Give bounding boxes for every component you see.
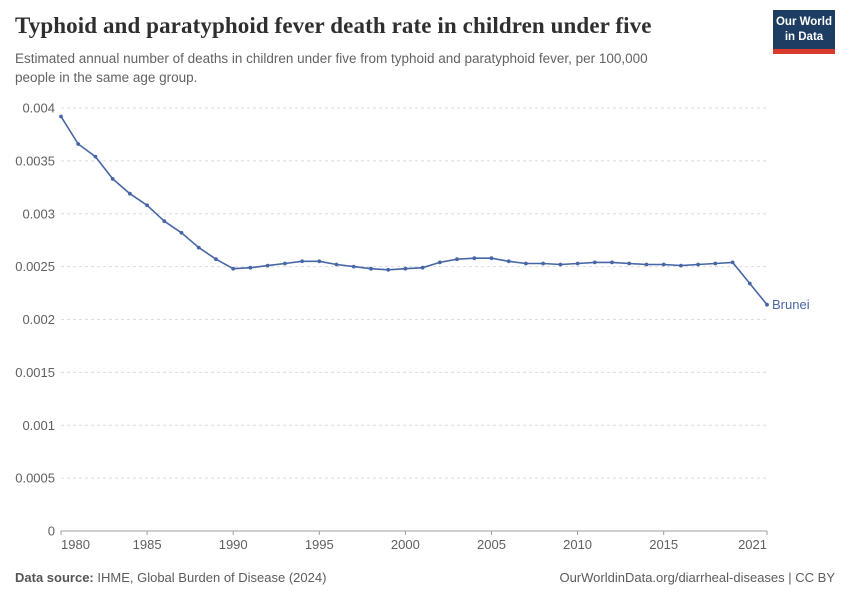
x-axis-tick-label: 2021: [738, 537, 767, 552]
data-point[interactable]: [661, 262, 666, 267]
data-source-label: Data source:: [15, 569, 94, 585]
entity-label-brunei[interactable]: Brunei: [772, 297, 810, 312]
data-point[interactable]: [145, 203, 150, 208]
chart-footer: Data source: IHME, Global Burden of Dise…: [15, 567, 835, 587]
data-point[interactable]: [403, 266, 408, 271]
series-line-brunei[interactable]: [60, 115, 768, 306]
data-point[interactable]: [679, 263, 683, 268]
data-point[interactable]: [472, 256, 477, 261]
x-axis-tick-label: 2010: [563, 537, 592, 552]
data-point[interactable]: [351, 264, 356, 269]
data-point[interactable]: [541, 261, 545, 266]
owid-logo-line2: in Data: [784, 30, 824, 43]
data-source-value: IHME, Global Burden of Disease (2024): [97, 569, 327, 585]
y-axis-tick-label: 0.0035: [15, 153, 55, 168]
data-point[interactable]: [524, 261, 528, 266]
y-axis-tick-label: 0.002: [22, 312, 55, 327]
chart-canvas: 0 0.0005 0.001 0.0015 0.002 0.0025 0.003 0.0035…: [15, 101, 810, 553]
chart-header: Typhoid and paratyphoid fever death rate…: [15, 12, 760, 88]
data-point[interactable]: [283, 261, 287, 266]
data-point[interactable]: [76, 142, 81, 146]
data-point[interactable]: [300, 259, 304, 264]
x-axis-tick-label: 1980: [61, 537, 90, 552]
y-axis-tick-label: 0.0025: [15, 259, 55, 274]
data-point[interactable]: [59, 114, 63, 119]
data-point[interactable]: [196, 245, 201, 250]
data-point[interactable]: [231, 266, 236, 271]
data-point[interactable]: [455, 257, 459, 262]
x-axis-tick-label: 2005: [477, 537, 506, 552]
data-point[interactable]: [214, 257, 218, 262]
y-axis-tick-label: 0.001: [22, 418, 55, 433]
y-axis-tick-label: 0: [48, 524, 55, 539]
line-chart: 0 0.0005 0.001 0.0015 0.002 0.0025 0.003 0.0035…: [0, 95, 850, 560]
data-point[interactable]: [127, 191, 132, 196]
data-point[interactable]: [592, 260, 597, 265]
data-point[interactable]: [420, 265, 425, 270]
data-point[interactable]: [437, 260, 442, 265]
data-point[interactable]: [644, 262, 649, 267]
data-point[interactable]: [696, 262, 700, 267]
owid-logo[interactable]: Our World in Data: [773, 10, 835, 54]
y-axis-tick-label: 0.004: [22, 101, 55, 116]
owid-logo-line1: Our World: [775, 16, 832, 28]
data-point[interactable]: [489, 256, 494, 261]
x-axis-tick-label: 2015: [649, 537, 678, 552]
x-axis-tick-label: 2000: [391, 537, 420, 552]
owid-credit-link[interactable]: OurWorldinData.org/diarrheal-diseases | …: [559, 569, 835, 585]
data-point[interactable]: [730, 260, 735, 265]
chart-subtitle: Estimated annual number of deaths in chi…: [15, 49, 760, 88]
y-axis-tick-label: 0.0015: [15, 365, 55, 380]
data-point[interactable]: [627, 261, 632, 266]
data-point[interactable]: [162, 219, 167, 224]
data-point[interactable]: [765, 302, 769, 307]
data-source[interactable]: Data source: IHME, Global Burden of Dise…: [15, 570, 326, 585]
y-axis-tick-label: 0.003: [22, 206, 55, 221]
chart-title: Typhoid and paratyphoid fever death rate…: [15, 13, 652, 38]
data-point[interactable]: [248, 265, 253, 270]
data-point[interactable]: [369, 266, 373, 271]
data-point[interactable]: [93, 154, 98, 159]
data-point[interactable]: [610, 260, 614, 265]
data-point[interactable]: [747, 281, 752, 286]
chart-subtitle-line2: people in the same age group.: [15, 70, 198, 86]
data-point[interactable]: [334, 262, 339, 267]
y-axis-tick-label: 0.0005: [15, 471, 55, 486]
data-point[interactable]: [713, 261, 718, 266]
data-point[interactable]: [506, 259, 511, 264]
x-axis-tick-label: 1990: [219, 537, 248, 552]
data-point[interactable]: [110, 177, 115, 181]
data-point[interactable]: [575, 261, 580, 266]
data-point[interactable]: [265, 263, 270, 268]
x-axis-tick-label: 1995: [305, 537, 334, 552]
data-point[interactable]: [179, 230, 184, 235]
data-point[interactable]: [317, 259, 322, 264]
data-point[interactable]: [558, 262, 563, 267]
chart-subtitle-line1: Estimated annual number of deaths in chi…: [15, 50, 648, 66]
data-point[interactable]: [386, 267, 391, 272]
x-axis-tick-label: 1985: [133, 537, 162, 552]
